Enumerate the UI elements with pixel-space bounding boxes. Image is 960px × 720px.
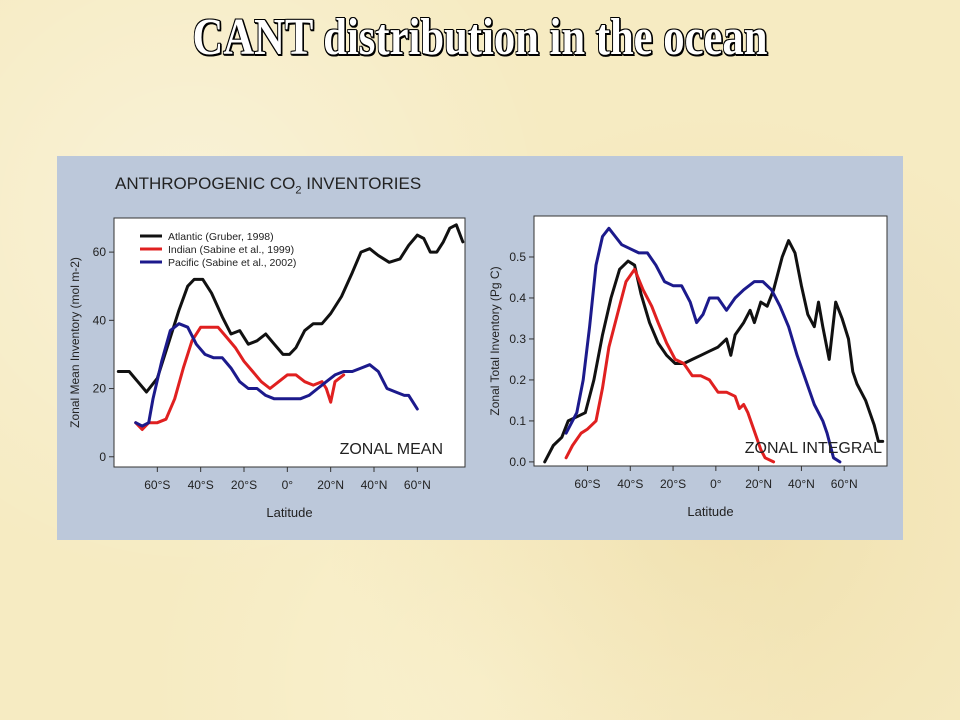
mean-x-tick-label: 0° (282, 478, 294, 492)
mean-x-tick-label: 20°N (317, 478, 344, 492)
figure-heading-main: ANTHROPOGENIC CO (115, 174, 296, 193)
integral-x-tick-label: 40°N (788, 477, 815, 491)
mean-plot-area (113, 217, 466, 468)
integral-panel-label: ZONAL INTEGRAL (745, 440, 882, 457)
legend-label-indian: Indian (Sabine et al., 1999) (168, 244, 294, 256)
mean-x-tick-label: 40°S (188, 478, 214, 492)
mean-x-tick-label: 20°S (231, 478, 257, 492)
integral-series-line-indian (564, 267, 776, 464)
integral-series-line-pacific (564, 226, 842, 464)
integral-y-tick-label: 0.2 (509, 373, 526, 387)
mean-y-tick-label: 40 (93, 313, 107, 327)
integral-x-tick-label: 0° (710, 477, 722, 491)
integral-y-axis-label: Zonal Total Inventory (Pg C) (488, 266, 502, 415)
mean-y-tick-label: 0 (99, 450, 106, 464)
integral-y-tick-label: 0.1 (509, 414, 526, 428)
figure-heading-tail: INVENTORIES (301, 174, 422, 193)
mean-series-line-atlantic (116, 223, 465, 394)
integral-y-tick-label: 0.5 (509, 250, 526, 264)
integral-series-line-atlantic (543, 239, 885, 464)
integral-x-axis-label: Latitude (687, 504, 733, 519)
figure-panel: ANTHROPOGENIC CO2 INVENTORIES 0 20 40 60 60°… (57, 156, 903, 540)
figure-heading: ANTHROPOGENIC CO2 INVENTORIES (115, 174, 421, 196)
mean-x-tick-label: 60°S (144, 478, 170, 492)
mean-x-tick-label: 40°N (361, 478, 388, 492)
mean-series-line-indian (134, 325, 346, 431)
integral-x-tick-label: 60°S (574, 477, 600, 491)
integral-x-tick-label: 40°S (617, 477, 643, 491)
integral-y-tick-label: 0.3 (509, 332, 526, 346)
integral-x-tick-label: 60°N (831, 477, 858, 491)
mean-panel-label: ZONAL MEAN (340, 441, 443, 458)
mean-x-axis-label: Latitude (266, 505, 312, 520)
mean-y-axis-label: Zonal Mean Inventory (mol m-2) (68, 257, 82, 428)
legend-label-pacific: Pacific (Sabine et al., 2002) (168, 257, 296, 269)
integral-x-tick-label: 20°S (660, 477, 686, 491)
mean-y-tick-label: 20 (93, 382, 107, 396)
figure-heading-subscript: 2 (295, 184, 302, 197)
mean-series-line-pacific (134, 322, 419, 428)
chart-svg: 0 20 40 60 60°S 40°S 20°S 0° 20°N 40°N 60°N Latitud… (68, 215, 888, 520)
integral-y-tick-label: 0.4 (509, 291, 526, 305)
slide-title: CANT distribution in the ocean (192, 9, 768, 66)
integral-x-tick-label: 20°N (745, 477, 772, 491)
legend-label-atlantic: Atlantic (Gruber, 1998) (168, 231, 274, 243)
mean-x-tick-label: 60°N (404, 478, 431, 492)
mean-y-tick-label: 60 (93, 245, 107, 259)
integral-y-tick-label: 0.0 (509, 455, 526, 469)
